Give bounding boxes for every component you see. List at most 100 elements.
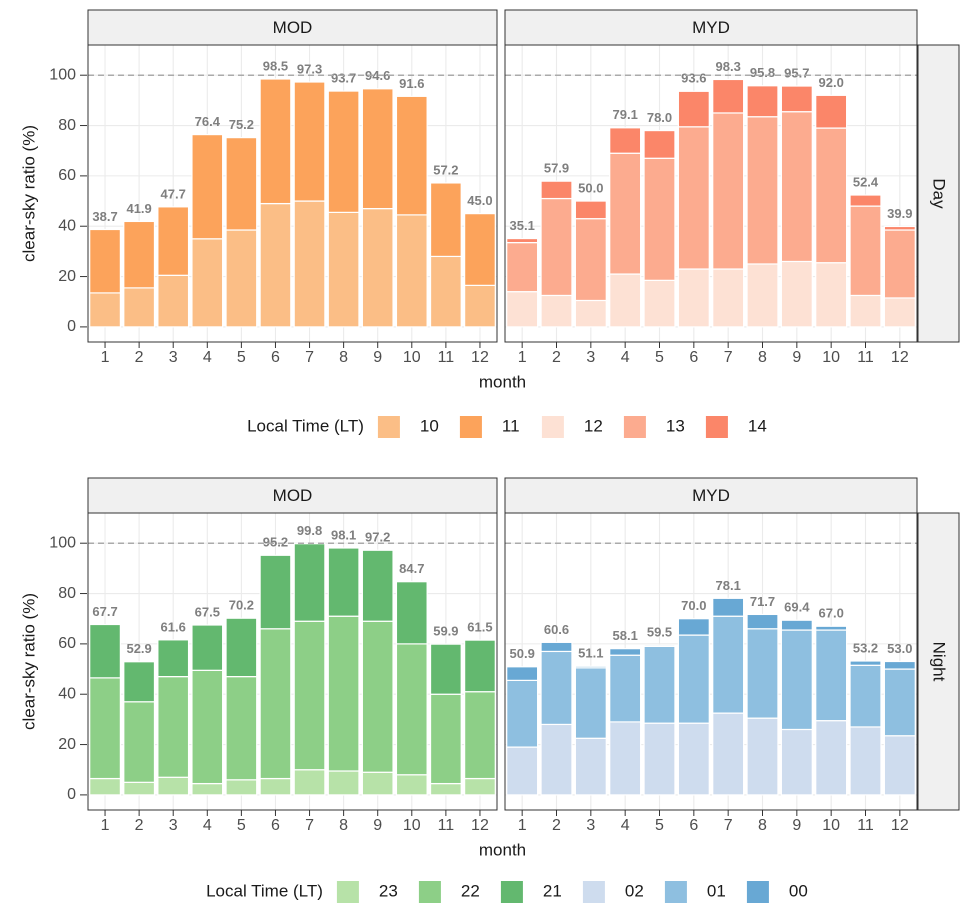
x-tick-label: 10 xyxy=(822,817,840,834)
x-tick-label: 5 xyxy=(237,817,246,834)
bar-segment xyxy=(429,643,462,695)
legend-swatch xyxy=(377,416,400,438)
bar-segment xyxy=(293,543,326,622)
bar-segment xyxy=(677,722,710,796)
legend-label: 02 xyxy=(625,881,644,900)
panel-strip xyxy=(504,477,918,514)
bar-segment xyxy=(225,779,258,796)
legend-label: 22 xyxy=(461,881,480,900)
total-label: 67.7 xyxy=(92,604,117,619)
bar-segment xyxy=(815,127,848,264)
bar-segment xyxy=(157,676,190,778)
x-tick-label: 8 xyxy=(339,817,348,834)
bar-segment xyxy=(429,693,462,785)
x-tick-label: 8 xyxy=(339,349,348,366)
legend-swatch xyxy=(459,416,482,438)
x-tick-label: 1 xyxy=(518,817,527,834)
bar-segment xyxy=(429,782,462,796)
bar-segment xyxy=(540,180,573,200)
x-tick-label: 9 xyxy=(373,349,382,366)
total-label: 93.7 xyxy=(331,70,356,85)
bar-segment xyxy=(327,211,360,328)
x-tick-label: 7 xyxy=(724,349,733,366)
bar-segment xyxy=(540,723,573,796)
total-label: 57.2 xyxy=(433,162,458,177)
bar-segment xyxy=(259,554,292,630)
x-tick-label: 12 xyxy=(471,817,489,834)
x-tick-label: 3 xyxy=(586,817,595,834)
x-tick-label: 3 xyxy=(169,349,178,366)
bar-segment xyxy=(540,641,573,653)
y-tick-label: 80 xyxy=(58,117,76,134)
legend-swatch xyxy=(623,416,646,438)
bar-segment xyxy=(395,643,428,776)
bar-segment xyxy=(361,208,394,328)
bar-segment xyxy=(506,291,539,328)
bar-segment xyxy=(815,629,848,722)
total-label: 98.5 xyxy=(263,58,288,73)
bar-segment xyxy=(123,220,156,289)
bar-segment xyxy=(574,665,607,669)
row-strip-label: Night xyxy=(930,642,949,682)
bar-segment xyxy=(327,615,360,772)
x-tick-label: 1 xyxy=(101,817,110,834)
x-tick-label: 11 xyxy=(438,349,455,366)
bar-segment xyxy=(883,297,916,328)
bar-segment xyxy=(89,228,121,294)
bar-segment xyxy=(712,78,745,114)
legend: Local Time (LT) 10 11 12 13 14 xyxy=(247,416,767,438)
legend-label: 11 xyxy=(502,416,520,435)
panel-bg xyxy=(505,45,917,342)
bar-segment xyxy=(395,214,428,328)
bar-segment xyxy=(293,769,326,796)
bar-segment xyxy=(609,648,642,656)
bar-segment xyxy=(815,720,848,796)
bar-segment xyxy=(327,547,360,617)
bar-segment xyxy=(225,229,258,328)
bar-segment xyxy=(712,712,745,796)
x-tick-label: 10 xyxy=(822,349,840,366)
bar-segment xyxy=(464,213,496,286)
legend-title: Local Time (LT) xyxy=(247,416,364,435)
bar-segment xyxy=(574,667,607,739)
total-label: 38.7 xyxy=(92,209,117,224)
total-label: 51.1 xyxy=(578,646,603,661)
bar-segment xyxy=(609,273,642,328)
x-tick-label: 8 xyxy=(758,817,767,834)
bar-segment xyxy=(780,619,813,631)
total-label: 53.0 xyxy=(887,641,912,656)
legend-label: 13 xyxy=(666,416,685,435)
y-tick-label: 80 xyxy=(58,585,76,602)
panel-border xyxy=(504,44,918,343)
y-tick-label: 40 xyxy=(58,685,76,702)
bar-segment xyxy=(780,629,813,731)
bar-segment xyxy=(123,781,156,796)
bar-segment xyxy=(395,774,428,796)
total-label: 35.1 xyxy=(510,218,535,233)
bar-segment xyxy=(259,78,292,205)
x-tick-label: 2 xyxy=(135,349,144,366)
bar-segment xyxy=(395,581,428,645)
total-label: 57.9 xyxy=(544,161,569,176)
total-label: 75.2 xyxy=(229,117,254,132)
bar-segment xyxy=(609,127,642,154)
bar-segment xyxy=(361,88,394,210)
x-tick-label: 11 xyxy=(857,817,874,834)
bar-segment xyxy=(746,628,779,719)
bar-segment xyxy=(259,202,292,328)
bar-segment xyxy=(677,268,710,328)
x-tick-label: 8 xyxy=(758,349,767,366)
bar-segment xyxy=(849,205,882,297)
panel-title: MYD xyxy=(692,486,730,505)
bar-segment xyxy=(506,746,539,796)
total-label: 76.4 xyxy=(195,114,221,129)
bar-segment xyxy=(574,200,607,220)
x-tick-label: 7 xyxy=(724,817,733,834)
bar-segment xyxy=(157,274,190,328)
y-axis-title: clear-sky ratio (%) xyxy=(19,125,38,262)
x-tick-label: 4 xyxy=(203,349,212,366)
total-label: 61.5 xyxy=(467,620,492,635)
bar-segment xyxy=(712,597,745,617)
bar-segment xyxy=(677,126,710,270)
